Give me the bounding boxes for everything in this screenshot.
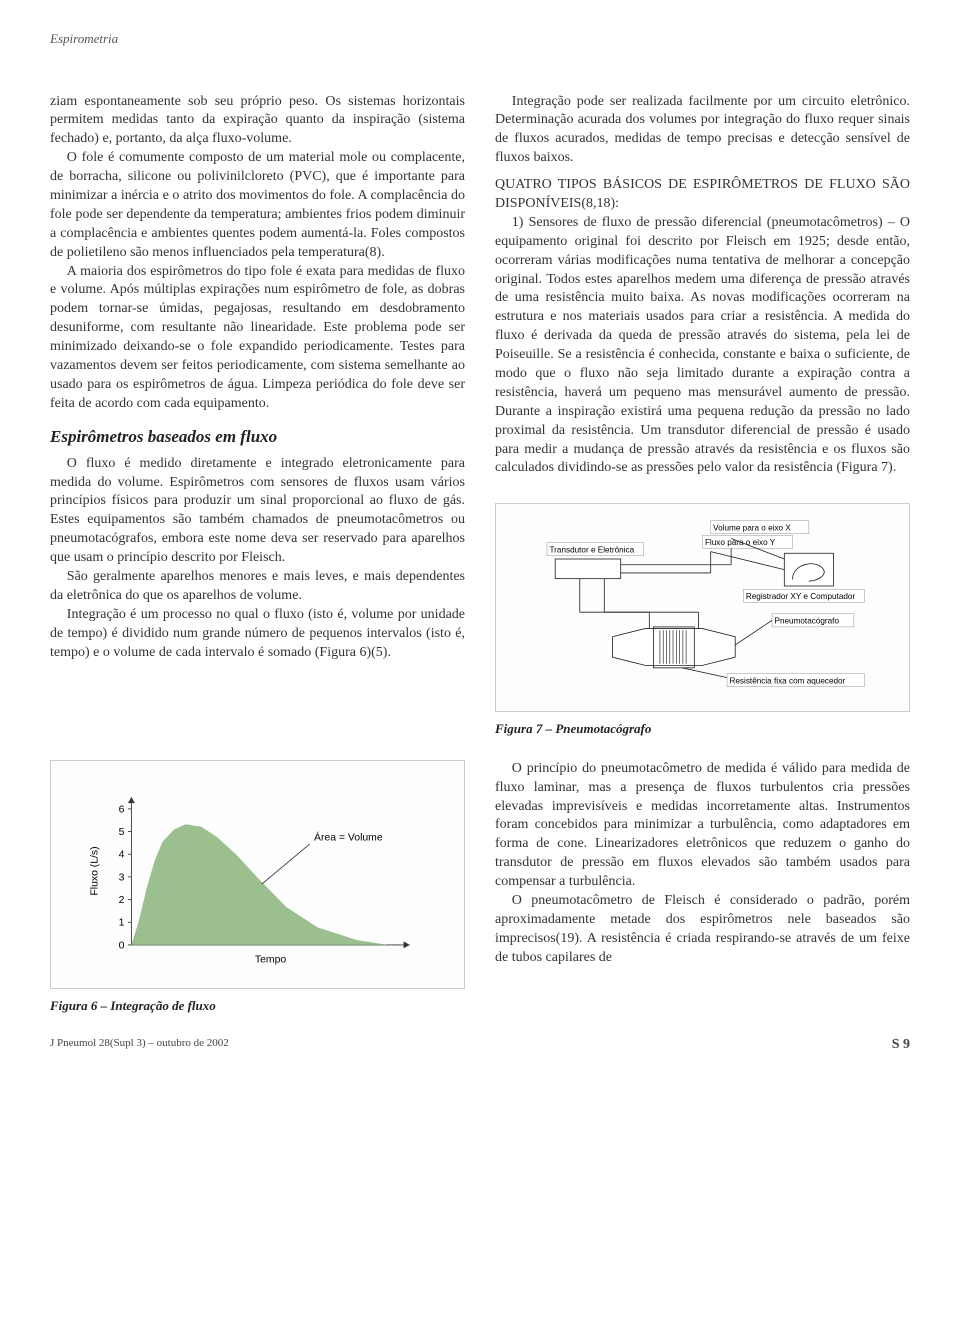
sup-ref: (8,18):	[581, 196, 619, 211]
figure-6-container: 0 1 2 3 4 5 6 Fluxo (L/s) Tempo Área = Volume Fig…	[50, 760, 465, 1014]
bottom-row: 0 1 2 3 4 5 6 Fluxo (L/s) Tempo Área = Volume Fig…	[50, 760, 910, 1014]
para-l1: ziam espontaneamente sob seu próprio pes…	[50, 93, 465, 150]
page-number: S 9	[892, 1036, 910, 1055]
svg-text:Volume para o eixo X: Volume para o eixo X	[713, 524, 791, 533]
journal-ref: J Pneumol 28(Supl 3) – outubro de 2002	[50, 1036, 229, 1055]
figure-7: Transdutor e Eletrônica Volume para o eix…	[495, 503, 910, 737]
para-br2: O pneumotacômetro de Fleisch é considera…	[495, 892, 910, 968]
svg-text:Resistência fixa com aquecedor: Resistência fixa com aquecedor	[730, 677, 846, 686]
figure-6-svg-wrap: 0 1 2 3 4 5 6 Fluxo (L/s) Tempo Área = Volume	[50, 760, 465, 989]
left-column: ziam espontaneamente sob seu próprio pes…	[50, 93, 465, 738]
svg-text:Área = Volume: Área = Volume	[314, 830, 383, 843]
figure-7-caption: Figura 7 – Pneumotacógrafo	[495, 720, 910, 738]
svg-text:3: 3	[119, 872, 125, 883]
svg-text:Transdutor e Eletrônica: Transdutor e Eletrônica	[550, 546, 635, 555]
smallcaps-text: QUATRO TIPOS BÁSICOS DE ESPIRÔMETROS DE …	[495, 177, 910, 211]
svg-text:2: 2	[119, 895, 125, 906]
figure-7-svg-wrap: Transdutor e Eletrônica Volume para o eix…	[495, 503, 910, 712]
para-l4: O fluxo é medido diretamente e integrado…	[50, 455, 465, 568]
svg-text:0: 0	[119, 940, 125, 951]
svg-text:1: 1	[119, 918, 125, 929]
svg-text:Fluxo para o eixo Y: Fluxo para o eixo Y	[705, 538, 776, 547]
svg-text:5: 5	[119, 827, 125, 838]
para-l2: O fole é comumente composto de um materi…	[50, 149, 465, 262]
para-l3: A maioria dos espirômetros do tipo fole …	[50, 263, 465, 414]
svg-text:4: 4	[119, 850, 125, 861]
para-l6: Integração é um processo no qual o fluxo…	[50, 606, 465, 663]
para-r2: QUATRO TIPOS BÁSICOS DE ESPIRÔMETROS DE …	[495, 176, 910, 214]
svg-text:Registrador XY e Computador: Registrador XY e Computador	[746, 592, 856, 601]
svg-text:Fluxo (L/s): Fluxo (L/s)	[90, 846, 101, 895]
page-footer: J Pneumol 28(Supl 3) – outubro de 2002 S…	[50, 1036, 910, 1055]
two-column-body: ziam espontaneamente sob seu próprio pes…	[50, 93, 910, 738]
heading-espirometros-fluxo: Espirômetros baseados em fluxo	[50, 426, 465, 449]
bottom-right-column: O princípio do pneumotacômetro de medida…	[495, 760, 910, 1014]
figure-6-caption: Figura 6 – Integração de fluxo	[50, 997, 465, 1015]
right-column: Integração pode ser realizada facilmente…	[495, 93, 910, 738]
svg-text:Pneumotacógrafo: Pneumotacógrafo	[775, 617, 840, 626]
svg-text:6: 6	[119, 804, 125, 815]
svg-text:Tempo: Tempo	[255, 954, 286, 965]
figure-6-svg: 0 1 2 3 4 5 6 Fluxo (L/s) Tempo Área = Volume	[61, 771, 454, 971]
para-r3: 1) Sensores de fluxo de pressão diferenc…	[495, 214, 910, 478]
running-header: Espirometria	[50, 30, 910, 48]
figure-7-svg: Transdutor e Eletrônica Volume para o eix…	[506, 514, 899, 694]
para-r1: Integração pode ser realizada facilmente…	[495, 93, 910, 169]
para-l5: São geralmente aparelhos menores e mais …	[50, 568, 465, 606]
para-br1: O princípio do pneumotacômetro de medida…	[495, 760, 910, 892]
